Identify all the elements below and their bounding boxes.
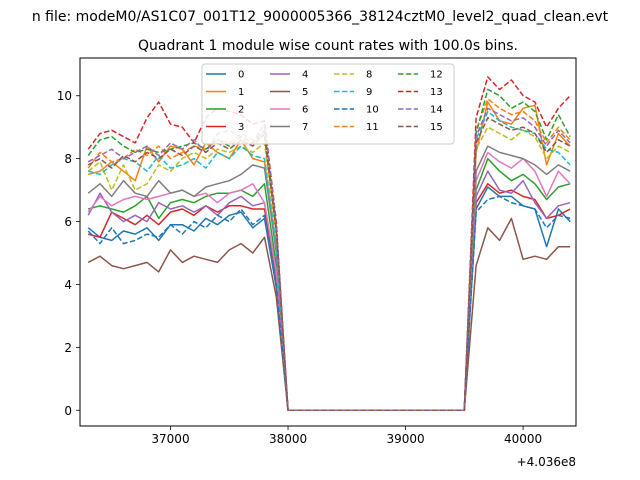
x-tick-label: 40000 bbox=[504, 432, 542, 446]
figure-suptitle: n file: modeM0/AS1C07_001T12_9000005366_… bbox=[32, 9, 609, 25]
y-tick-label: 4 bbox=[64, 278, 72, 292]
series-line-10 bbox=[87, 195, 571, 412]
legend-label-14: 14 bbox=[430, 105, 443, 116]
legend-label-8: 8 bbox=[366, 70, 372, 81]
series-line-0 bbox=[87, 186, 571, 412]
axes-frame bbox=[79, 57, 577, 427]
legend-label-6: 6 bbox=[302, 105, 308, 116]
legend-label-3: 3 bbox=[238, 122, 244, 133]
y-tick-label: 10 bbox=[57, 89, 72, 103]
x-tick-label: 39000 bbox=[386, 432, 424, 446]
legend-label-5: 5 bbox=[302, 87, 308, 98]
x-axis-offset-label: +4.036e8 bbox=[517, 455, 576, 469]
series-line-14 bbox=[87, 107, 571, 412]
legend-label-10: 10 bbox=[366, 105, 379, 116]
x-axis: 37000 38000 39000 40000 bbox=[151, 426, 542, 446]
chart-title: Quadrant 1 module wise count rates with … bbox=[138, 38, 518, 54]
series-line-7 bbox=[87, 145, 571, 412]
legend-label-2: 2 bbox=[238, 105, 244, 116]
legend-label-7: 7 bbox=[302, 122, 308, 133]
legend-label-15: 15 bbox=[430, 122, 443, 133]
series-line-1 bbox=[88, 101, 571, 412]
series-line-11 bbox=[87, 98, 571, 412]
legend-label-11: 11 bbox=[366, 122, 379, 133]
y-tick-label: 0 bbox=[64, 404, 72, 418]
y-tick-label: 6 bbox=[64, 215, 72, 229]
legend-label-4: 4 bbox=[302, 70, 308, 81]
legend-label-9: 9 bbox=[366, 87, 372, 98]
y-tick-label: 8 bbox=[64, 152, 72, 166]
plot-lines bbox=[87, 76, 571, 412]
x-tick-label: 37000 bbox=[151, 432, 189, 446]
x-tick-label: 38000 bbox=[269, 432, 307, 446]
series-line-5 bbox=[87, 217, 571, 412]
legend-label-1: 1 bbox=[238, 87, 244, 98]
y-tick-label: 2 bbox=[64, 341, 72, 355]
series-line-15 bbox=[87, 117, 571, 412]
legend-label-13: 13 bbox=[430, 87, 443, 98]
series-line-4 bbox=[87, 170, 571, 412]
legend-label-0: 0 bbox=[238, 70, 244, 81]
legend-box bbox=[201, 63, 455, 145]
series-line-3 bbox=[88, 183, 571, 412]
y-axis: 0 2 4 6 8 10 bbox=[57, 89, 80, 418]
legend-label-12: 12 bbox=[430, 70, 443, 81]
